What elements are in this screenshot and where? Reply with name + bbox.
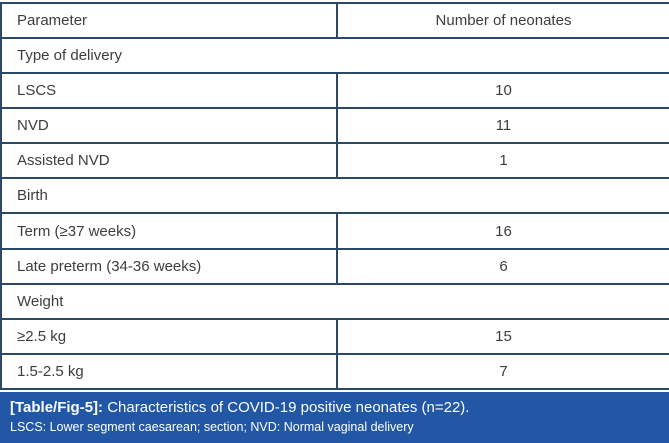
row-label: Late preterm (34-36 weeks) bbox=[0, 247, 338, 285]
row-value: 16 bbox=[336, 212, 669, 250]
row-label: 1.5-2.5 kg bbox=[0, 352, 338, 390]
table-row: Late preterm (34-36 weeks) 6 bbox=[0, 247, 669, 285]
row-label: ≥2.5 kg bbox=[0, 317, 338, 355]
caption-bar: [Table/Fig-5]: Characteristics of COVID-… bbox=[0, 391, 669, 443]
row-value: 15 bbox=[336, 317, 669, 355]
row-value: 7 bbox=[336, 352, 669, 390]
abbreviation-footnote: LSCS: Lower segment caesarean; section; … bbox=[10, 420, 414, 435]
column-header-parameter: Parameter bbox=[0, 1, 338, 40]
section-row: Weight bbox=[0, 282, 669, 320]
neonate-characteristics-table: Parameter Number of neonates Type of del… bbox=[0, 1, 669, 390]
section-row: Type of delivery bbox=[0, 37, 669, 75]
row-value: 10 bbox=[336, 72, 669, 110]
row-label: NVD bbox=[0, 107, 338, 145]
caption-text: Characteristics of COVID-19 positive neo… bbox=[103, 398, 470, 416]
section-title-type-of-delivery: Type of delivery bbox=[0, 37, 669, 75]
row-value: 1 bbox=[336, 142, 669, 180]
table-row: ≥2.5 kg 15 bbox=[0, 317, 669, 355]
table-caption: [Table/Fig-5]: Characteristics of COVID-… bbox=[10, 398, 659, 418]
row-value: 11 bbox=[336, 107, 669, 145]
section-title-weight: Weight bbox=[0, 282, 669, 320]
table-row: LSCS 10 bbox=[0, 72, 669, 110]
caption-tag: [Table/Fig-5]: bbox=[10, 398, 104, 416]
row-label: Assisted NVD bbox=[0, 142, 338, 180]
row-value: 6 bbox=[336, 247, 669, 285]
column-header-count: Number of neonates bbox=[336, 1, 669, 40]
row-label: LSCS bbox=[0, 72, 338, 110]
section-title-birth: Birth bbox=[0, 177, 669, 215]
table-row: Assisted NVD 1 bbox=[0, 142, 669, 180]
header-row: Parameter Number of neonates bbox=[0, 1, 669, 40]
table-row: Term (≥37 weeks) 16 bbox=[0, 212, 669, 250]
table-row: NVD 11 bbox=[0, 107, 669, 145]
row-label: Term (≥37 weeks) bbox=[0, 212, 338, 250]
table-row: 1.5-2.5 kg 7 bbox=[0, 352, 669, 390]
section-row: Birth bbox=[0, 177, 669, 215]
